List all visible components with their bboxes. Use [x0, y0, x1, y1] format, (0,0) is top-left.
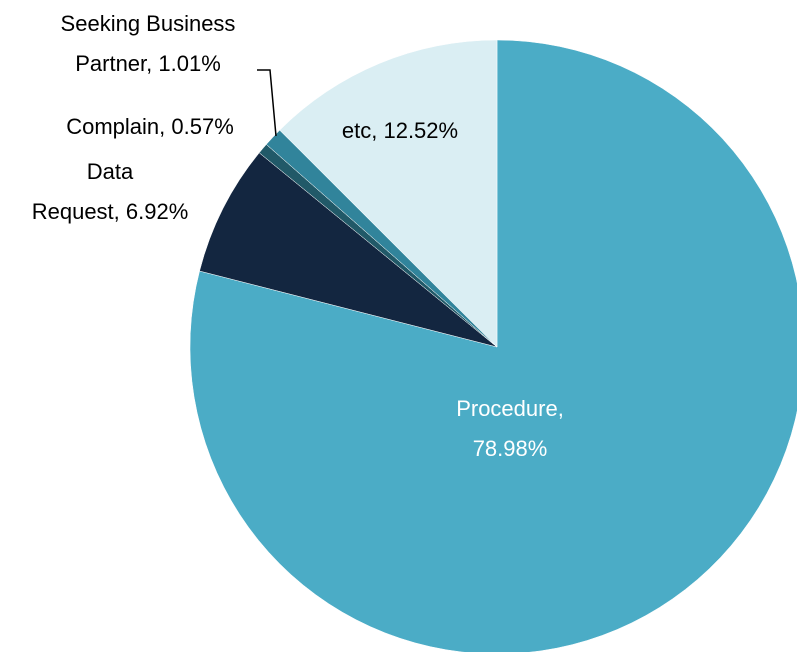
data-label: Seeking Business [61, 11, 236, 36]
pie-slice [199, 152, 498, 348]
data-label: Procedure, [456, 396, 564, 421]
data-label: Partner, 1.01% [75, 51, 221, 76]
pie-slice [279, 39, 498, 348]
data-label: 78.98% [473, 436, 548, 461]
leader-line [257, 69, 277, 137]
data-label: Request, 6.92% [32, 199, 189, 224]
data-label: Data [87, 159, 134, 184]
pie-slice [189, 39, 797, 652]
data-label: Complain, 0.57% [66, 114, 234, 139]
pie [189, 39, 797, 652]
data-label: etc, 12.52% [342, 118, 458, 143]
